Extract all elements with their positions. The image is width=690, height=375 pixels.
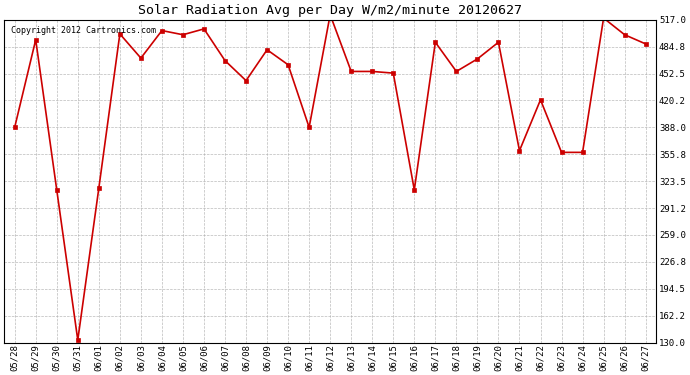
Title: Solar Radiation Avg per Day W/m2/minute 20120627: Solar Radiation Avg per Day W/m2/minute … <box>138 4 522 17</box>
Text: Copyright 2012 Cartronics.com: Copyright 2012 Cartronics.com <box>10 26 156 35</box>
